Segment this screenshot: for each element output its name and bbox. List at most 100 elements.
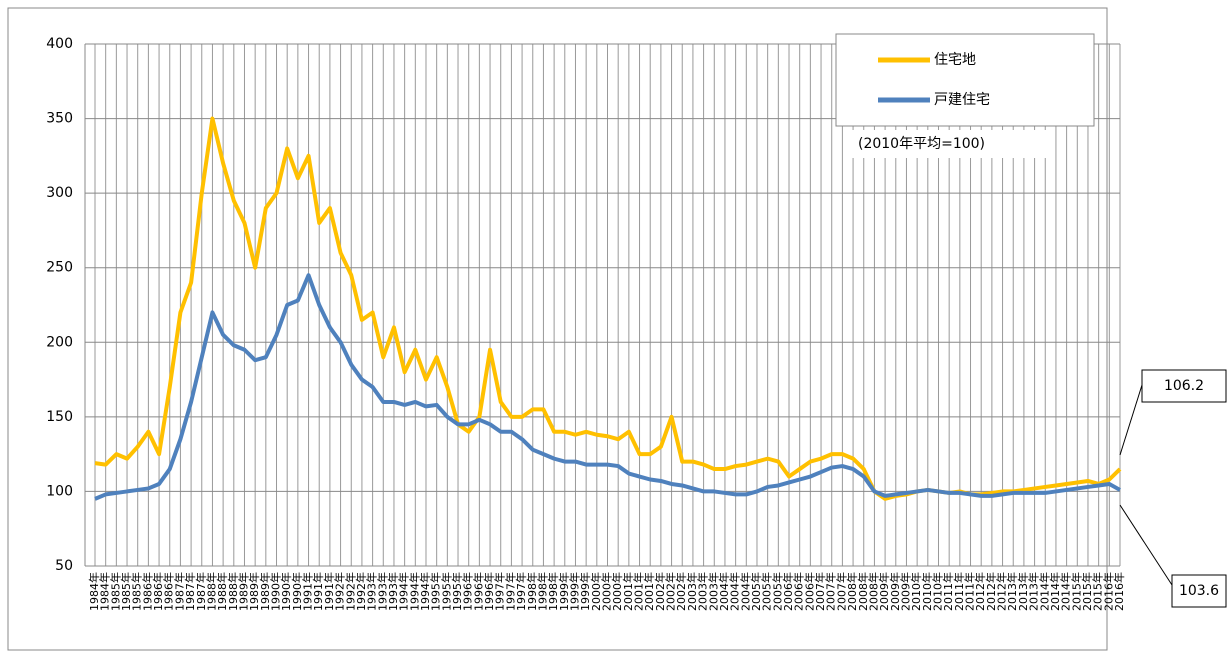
x-tick-label: 1989年 — [247, 572, 261, 611]
x-tick-label: 2009年 — [898, 572, 912, 611]
x-tick-label: 1988年 — [204, 572, 218, 611]
x-tick-label: 1998年 — [525, 572, 539, 611]
x-tick-label: 1985年 — [108, 572, 122, 611]
y-tick-label: 350 — [46, 111, 73, 127]
x-tick-label: 1988年 — [226, 572, 240, 611]
lines — [94, 116, 1122, 501]
x-tick-label: 1991年 — [301, 572, 315, 611]
x-tick-label: 1988年 — [215, 572, 229, 611]
x-tick-label: 1994年 — [397, 572, 411, 611]
x-tick-label: 1989年 — [236, 572, 250, 611]
x-tick-label: 2005年 — [760, 572, 774, 611]
y-tick-label: 50 — [55, 558, 73, 574]
x-tick-label: 2005年 — [749, 572, 763, 611]
x-tick-label: 1995年 — [429, 572, 443, 611]
legend-label: 戸建住宅 — [934, 92, 990, 108]
series-line — [94, 273, 1121, 501]
x-tick-label: 2010年 — [920, 572, 934, 611]
x-tick-label: 2003年 — [706, 572, 720, 611]
note: (2010年平均=100) — [858, 136, 985, 152]
x-tick-label: 1985年 — [130, 572, 144, 611]
x-tick-label: 2004年 — [717, 572, 731, 611]
x-tick-label: 2016年 — [1101, 572, 1115, 611]
x-tick-label: 2007年 — [813, 572, 827, 611]
x-tick-label: 2000年 — [600, 572, 614, 611]
x-tick-label: 1996年 — [482, 572, 496, 611]
x-tick-label: 2008年 — [866, 572, 880, 611]
x-tick-label: 1992年 — [354, 572, 368, 611]
x-tick-label: 2015年 — [1091, 572, 1105, 611]
x-tick-label: 2015年 — [1069, 572, 1083, 611]
x-tick-label: 1990年 — [279, 572, 293, 611]
x-tick-label: 1984年 — [87, 572, 101, 611]
x-tick-label: 2004年 — [738, 572, 752, 611]
x-tick-label: 1985年 — [119, 572, 133, 611]
x-tick-label: 1992年 — [333, 572, 347, 611]
x-tick-label: 2001年 — [632, 572, 646, 611]
legend-label: 住宅地 — [934, 52, 976, 68]
x-tick-label: 1996年 — [471, 572, 485, 611]
x-tick-label: 1987年 — [183, 572, 197, 611]
x-tick-label: 2007年 — [834, 572, 848, 611]
x-tick-label: 1998年 — [535, 572, 549, 611]
callout-line — [1119, 504, 1173, 586]
y-tick-label: 300 — [46, 185, 73, 201]
x-tick-label: 2013年 — [1027, 572, 1041, 611]
x-tick-label: 2000年 — [610, 572, 624, 611]
x-tick-label: 2003年 — [685, 572, 699, 611]
callout-box — [1141, 369, 1227, 403]
callout-box — [1171, 574, 1227, 608]
x-tick-label: 2001年 — [642, 572, 656, 611]
y-tick-label: 200 — [46, 334, 73, 350]
x-tick-label: 1986年 — [151, 572, 165, 611]
x-tick-label: 1993年 — [375, 572, 389, 611]
x-tick-label: 2014年 — [1059, 572, 1073, 611]
callout: 103.6 — [1179, 583, 1219, 599]
y-tick-label: 250 — [46, 260, 73, 276]
x-tick-label: 2014年 — [1048, 572, 1062, 611]
x-tick-label: 2003年 — [696, 572, 710, 611]
x-tick-label: 1986年 — [140, 572, 154, 611]
x-tick-label: 2011年 — [963, 572, 977, 611]
x-tick-label: 2007年 — [824, 572, 838, 611]
x-tick-label: 2002年 — [674, 572, 688, 611]
x-tick-label: 1997年 — [503, 572, 517, 611]
x-tick-label: 2011年 — [941, 572, 955, 611]
x-tick-label: 2010年 — [909, 572, 923, 611]
x-tick-label: 2010年 — [930, 572, 944, 611]
legend — [835, 33, 1095, 127]
x-tick-label: 2006年 — [802, 572, 816, 611]
x-tick-label: 1999年 — [578, 572, 592, 611]
x-tick-label: 2012年 — [995, 572, 1009, 611]
note-bg — [850, 130, 1050, 158]
x-tick-label: 1993年 — [386, 572, 400, 611]
x-tick-label: 2015年 — [1080, 572, 1094, 611]
x-tick-label: 1987年 — [194, 572, 208, 611]
x-tick-label: 2009年 — [888, 572, 902, 611]
x-tick-label: 1994年 — [407, 572, 421, 611]
y-tick-label: 400 — [46, 36, 73, 52]
x-tick-label: 2014年 — [1037, 572, 1051, 611]
x-tick-label: 1997年 — [493, 572, 507, 611]
x-tick-label: 2011年 — [952, 572, 966, 611]
x-tick-label: 1994年 — [418, 572, 432, 611]
x-tick-label: 2001年 — [621, 572, 635, 611]
x-tick-label: 1997年 — [514, 572, 528, 611]
x-tick-label: 2008年 — [856, 572, 870, 611]
x-tick-label: 1998年 — [546, 572, 560, 611]
x-tick-label: 1995年 — [450, 572, 464, 611]
x-tick-label: 2002年 — [664, 572, 678, 611]
x-tick-label: 1984年 — [98, 572, 112, 611]
x-tick-label: 1989年 — [258, 572, 272, 611]
x-tick-label: 2005年 — [770, 572, 784, 611]
y-tick-label: 150 — [46, 409, 73, 425]
x-tick-label: 2004年 — [728, 572, 742, 611]
x-tick-label: 1990年 — [269, 572, 283, 611]
x-tick-label: 2008年 — [845, 572, 859, 611]
x-tick-label: 1991年 — [311, 572, 325, 611]
x-tick-label: 2006年 — [792, 572, 806, 611]
x-tick-label: 1995年 — [439, 572, 453, 611]
y-tick-label: 100 — [46, 483, 73, 499]
x-tick-label: 2012年 — [973, 572, 987, 611]
x-tick-label: 2006年 — [781, 572, 795, 611]
